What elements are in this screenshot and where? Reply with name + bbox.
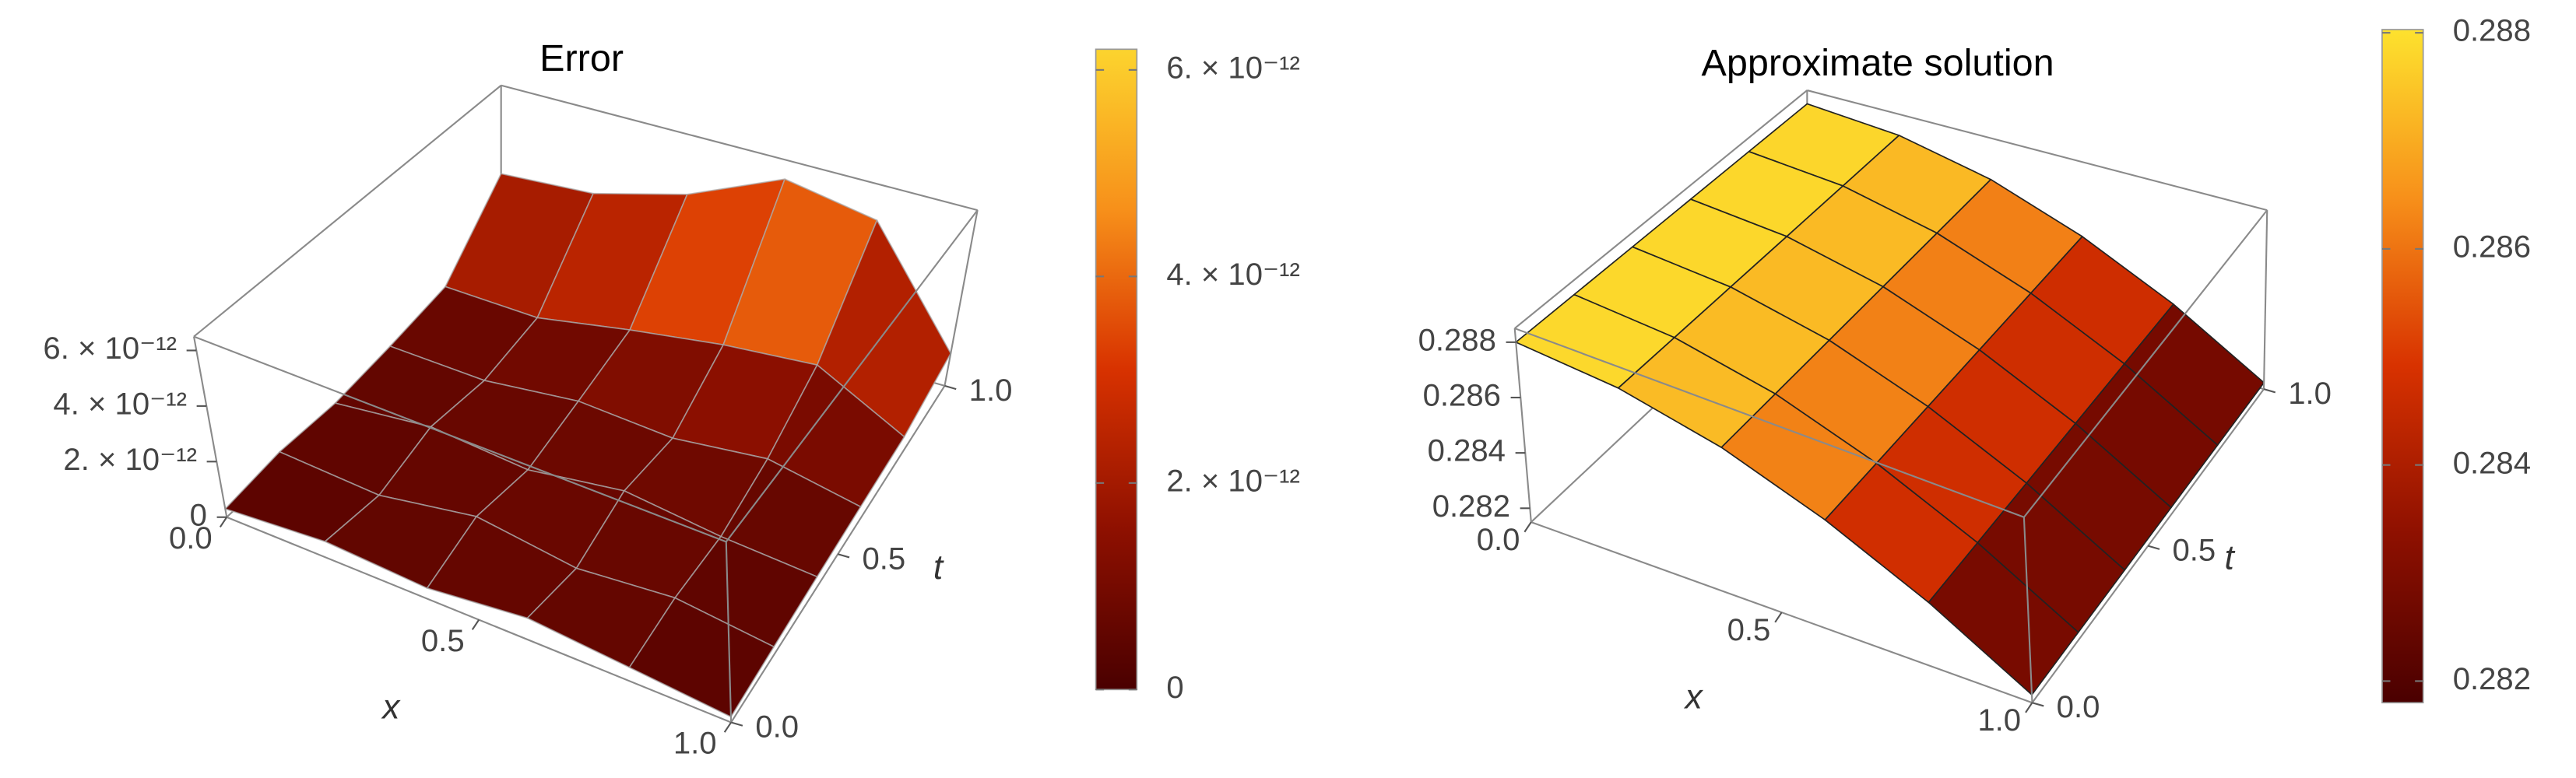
x-axis-label: x [1684, 678, 1704, 717]
y-axis-label: t [933, 548, 944, 587]
x-tick [1523, 521, 1532, 533]
box-edge [725, 541, 733, 723]
x-tick-label: 1.0 [1977, 703, 2021, 738]
y-tick-label: 0.0 [755, 710, 799, 745]
box-edge [193, 335, 727, 543]
x-tick-label: 0.0 [1477, 523, 1520, 557]
y-tick [2032, 702, 2044, 707]
box-edge [1513, 328, 1532, 523]
chart-title: Approximate solution [1702, 42, 2054, 84]
y-tick-label: 1.0 [2288, 377, 2332, 411]
x-axis-label: x [381, 688, 401, 726]
y-tick-label: 1.0 [969, 373, 1013, 408]
x-tick-label: 0.5 [421, 624, 465, 658]
surface-cell [628, 597, 775, 718]
y-tick-label: 0.5 [2172, 534, 2216, 568]
chart-title: Error [539, 37, 624, 79]
x-tick [2025, 702, 2033, 713]
box-edge [2022, 517, 2033, 703]
z-tick-label: 0 [190, 498, 207, 532]
y-tick [2147, 545, 2160, 550]
y-tick-label: 0.0 [2057, 690, 2100, 724]
y-tick [837, 553, 850, 559]
box-edge [725, 209, 979, 543]
box-edge [193, 336, 228, 517]
box-edge [944, 209, 979, 387]
box-edge [2023, 209, 2268, 518]
y-tick [944, 384, 957, 391]
box-edge [1807, 89, 2268, 212]
y-tick [730, 721, 743, 727]
colorbar-tick-label: 6. × 10⁻¹² [1166, 51, 1300, 85]
box-edge [193, 84, 502, 338]
z-tick-label: 0.284 [1428, 434, 1506, 468]
y-tick-label: 0.5 [863, 541, 906, 576]
box-edge [730, 385, 946, 724]
colorbar [2381, 29, 2424, 704]
z-tick-label: 2. × 10⁻¹² [63, 443, 197, 477]
box-edge [1514, 328, 2025, 518]
z-tick-label: 0.288 [1418, 323, 1496, 357]
colorbar-tick-label: 0 [1166, 671, 1183, 705]
colorbar-tick-label: 0.284 [2453, 446, 2531, 480]
colorbar-tick-label: 2. × 10⁻¹² [1166, 464, 1300, 498]
colorbar-tick-label: 0.282 [2453, 662, 2531, 696]
surface-cell [1928, 541, 2079, 696]
colorbar-tick-label: 0.286 [2453, 230, 2531, 265]
box-edge [2262, 210, 2268, 390]
box-edge [501, 84, 978, 212]
x-tick-label: 1.0 [673, 727, 717, 761]
x-tick [723, 721, 732, 733]
z-tick-label: 6. × 10⁻¹² [43, 331, 177, 366]
colorbar-tick-label: 0.288 [2453, 14, 2531, 48]
x-tick [219, 517, 228, 527]
z-tick-label: 0.286 [1423, 379, 1501, 413]
colorbar-tick-label: 4. × 10⁻¹² [1166, 258, 1300, 292]
z-tick-label: 0.282 [1432, 489, 1510, 524]
y-axis-label: t [2225, 538, 2236, 576]
x-tick [471, 619, 480, 630]
box-edge [1514, 89, 1808, 329]
x-tick-label: 0.0 [169, 521, 213, 555]
x-tick-label: 0.5 [1727, 613, 1771, 647]
colorbar [1095, 48, 1138, 691]
x-tick [1774, 612, 1783, 623]
y-tick [2263, 388, 2276, 394]
z-tick-label: 4. × 10⁻¹² [53, 387, 187, 421]
